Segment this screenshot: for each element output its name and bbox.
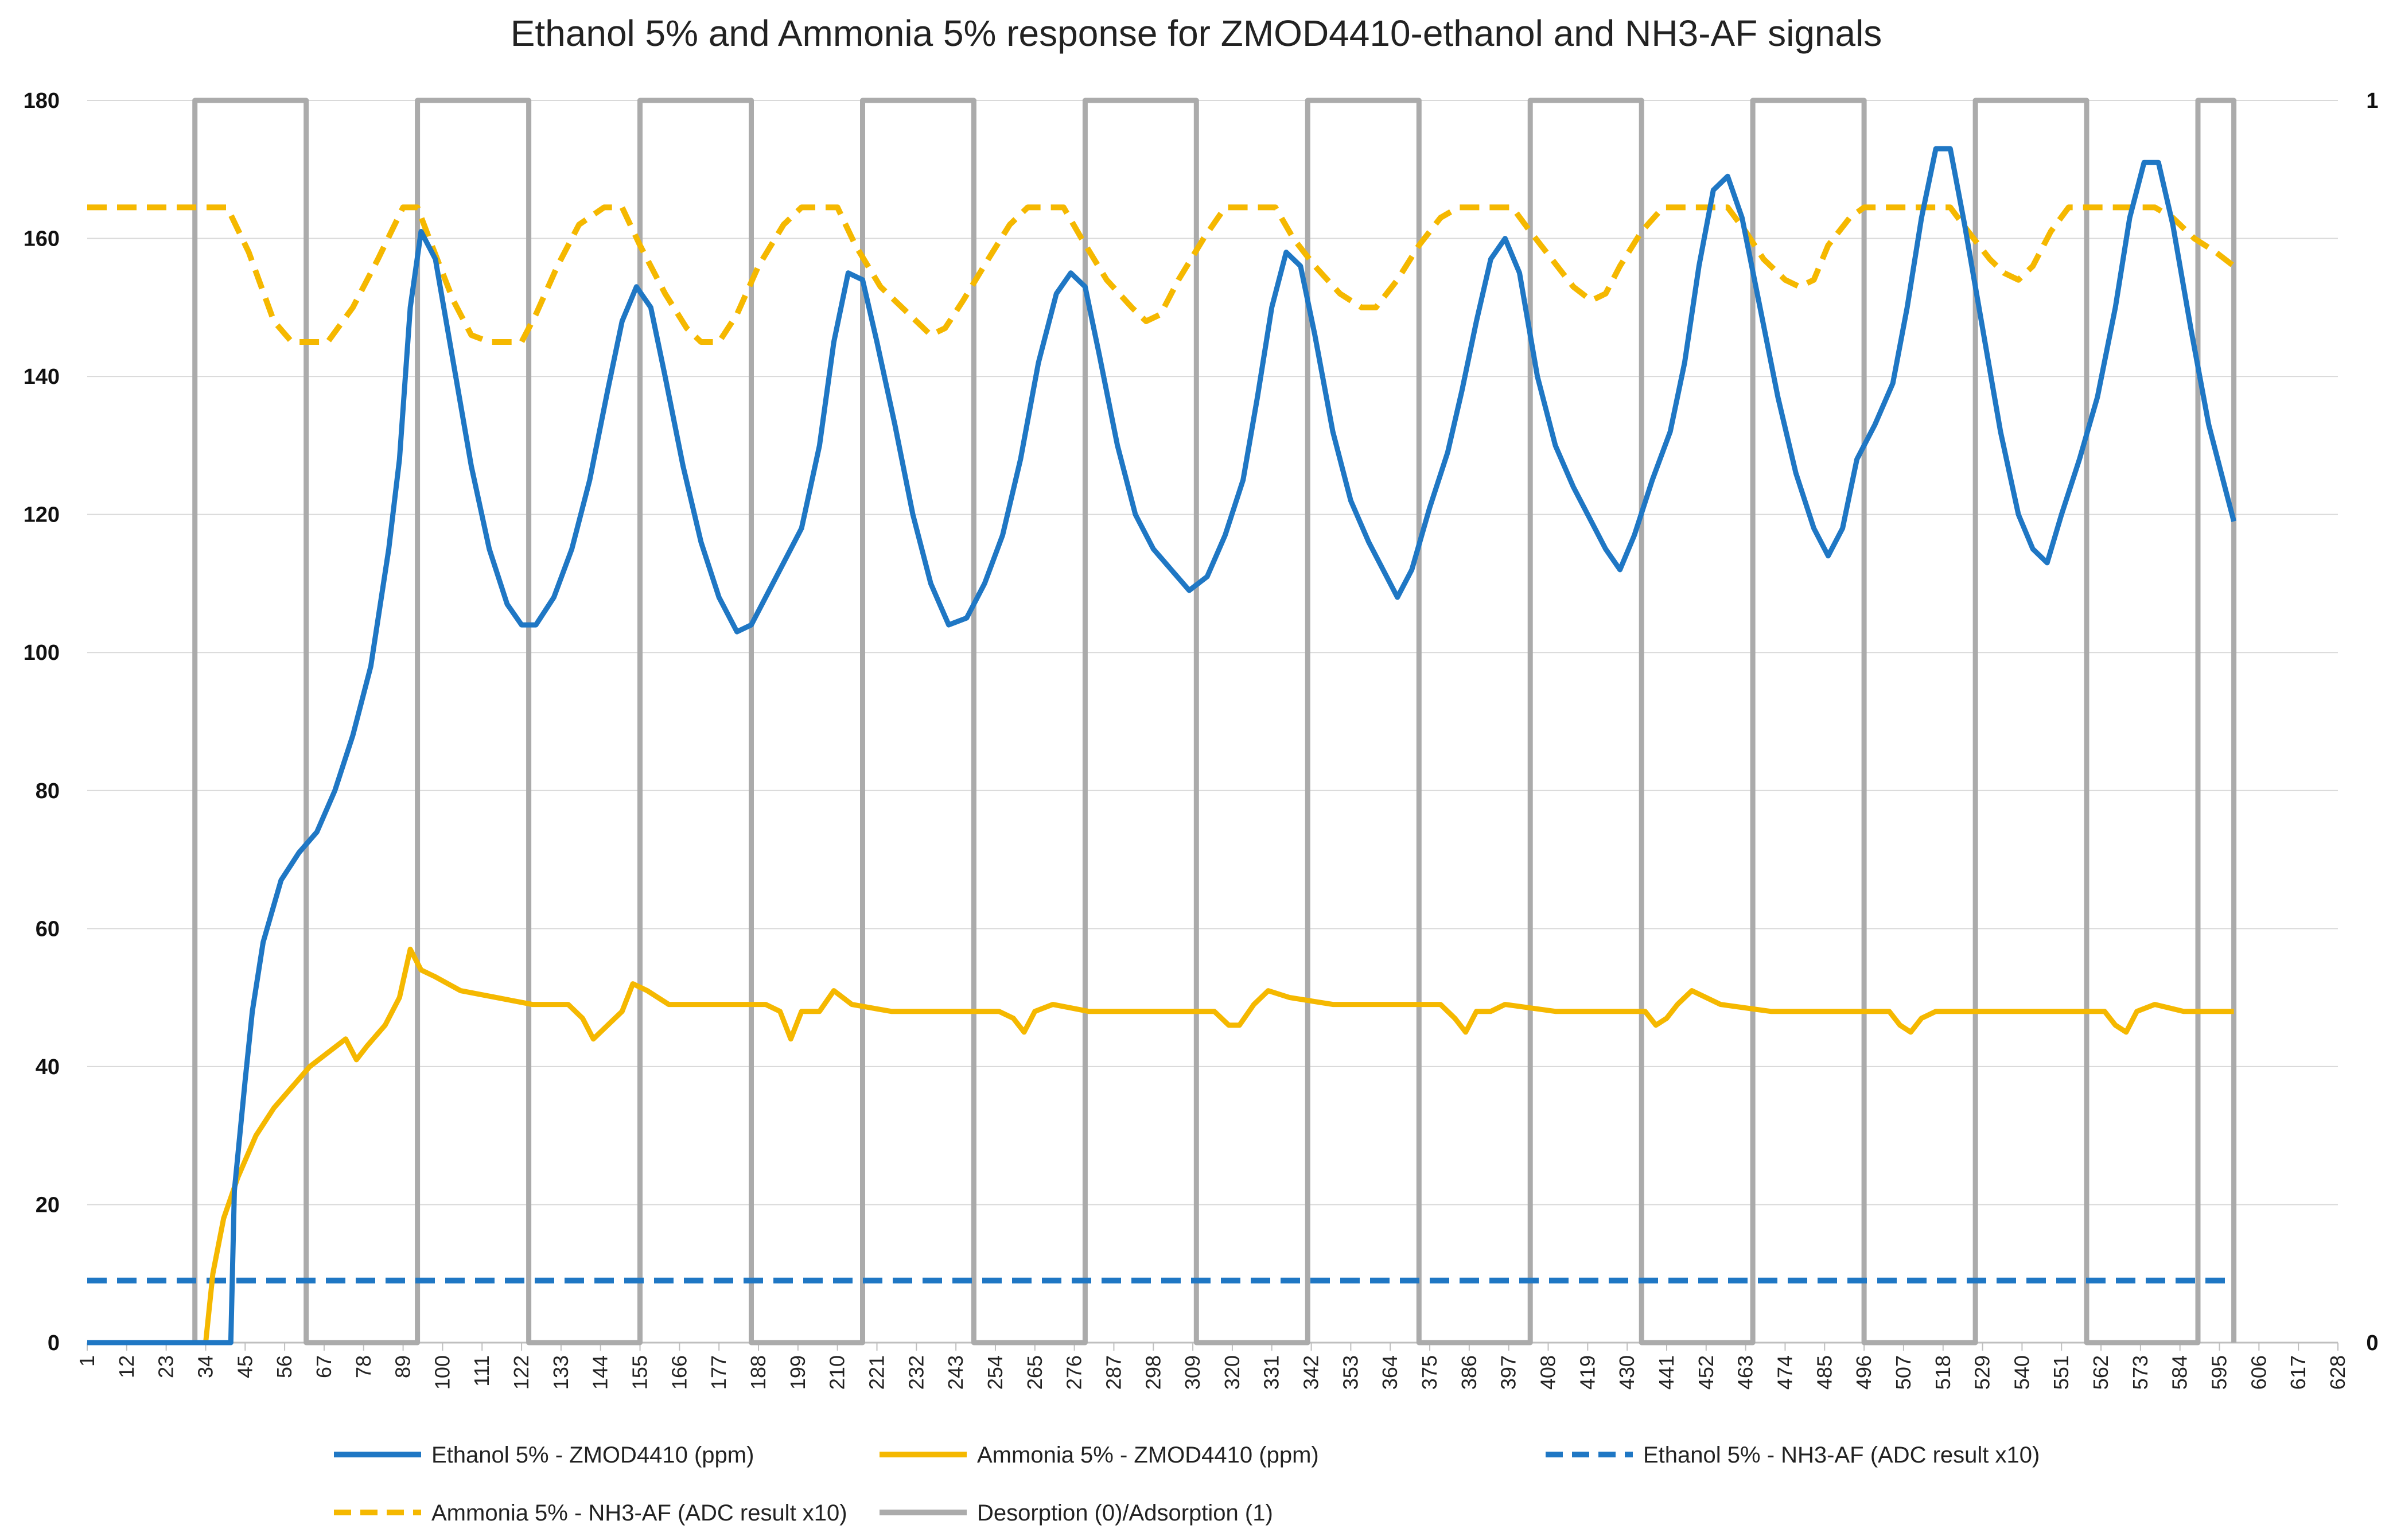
x-tick-label: 221 [865,1355,888,1390]
x-tick-label: 474 [1773,1355,1796,1390]
x-tick-label: 452 [1694,1355,1718,1390]
x-tick-label: 551 [2049,1355,2073,1390]
x-tick-label: 562 [2089,1355,2112,1390]
y2-tick-label: 1 [2366,89,2378,113]
x-tick-label: 441 [1655,1355,1678,1390]
y-tick-label: 140 [24,365,60,389]
chart-title: Ethanol 5% and Ammonia 5% response for Z… [511,13,1882,54]
y-axis-right: 01 [2366,89,2378,1355]
x-tick-label: 265 [1023,1355,1046,1390]
x-tick-label: 232 [904,1355,928,1390]
x-tick-label: 133 [549,1355,573,1390]
x-tick-label: 430 [1615,1355,1639,1390]
x-tick-label: 375 [1418,1355,1441,1390]
x-tick-label: 177 [707,1355,730,1390]
x-tick-label: 573 [2129,1355,2152,1390]
x-tick-label: 12 [115,1355,138,1378]
x-tick-label: 595 [2208,1355,2231,1390]
legend-ethanol-nh3af-label: Ethanol 5% - NH3-AF (ADC result x10) [1643,1442,2040,1468]
legend-ammonia-zmod-label: Ammonia 5% - ZMOD4410 (ppm) [977,1442,1319,1468]
x-tick-label: 210 [826,1355,849,1390]
x-tick-label: 199 [786,1355,810,1390]
legend: Ethanol 5% - ZMOD4410 (ppm) Ammonia 5% - … [334,1442,2040,1526]
legend-ethanol-zmod-label: Ethanol 5% - ZMOD4410 (ppm) [431,1442,754,1468]
x-tick-label: 408 [1536,1355,1560,1390]
x-tick-label: 529 [1971,1355,1994,1390]
series-group [87,98,2237,1345]
x-tick-label: 342 [1299,1355,1323,1390]
x-tick-label: 628 [2326,1355,2349,1390]
x-tick-label: 276 [1063,1355,1086,1390]
x-tick-label: 298 [1141,1355,1165,1390]
x-tick-label: 606 [2247,1355,2270,1390]
y-tick-label: 180 [24,89,60,113]
gridlines [87,100,2338,1343]
x-tick-label: 287 [1102,1355,1125,1390]
x-tick-label: 89 [391,1355,415,1378]
y-tick-label: 120 [24,503,60,527]
x-tick-label: 45 [233,1355,256,1378]
x-tick-label: 617 [2286,1355,2310,1390]
legend-desorption-adsorption-label: Desorption (0)/Adsorption (1) [977,1500,1273,1526]
x-tick-label: 243 [944,1355,967,1390]
x-tick-label: 23 [154,1355,178,1378]
x-tick-label: 485 [1812,1355,1836,1390]
x-tick-label: 56 [273,1355,296,1378]
x-tick-label: 518 [1931,1355,1955,1390]
x-tick-label: 386 [1457,1355,1481,1390]
x-tick-label: 309 [1181,1355,1204,1390]
x-tick-label: 188 [746,1355,770,1390]
x-tick-label: 584 [2168,1355,2192,1390]
y-tick-label: 60 [36,917,60,941]
y-tick-label: 80 [36,779,60,803]
x-tick-label: 100 [430,1355,454,1390]
x-tick-label: 397 [1497,1355,1520,1390]
x-tick-label: 34 [193,1355,217,1378]
series-desorption-adsorption [87,98,2237,1345]
x-tick-label: 254 [983,1355,1007,1390]
x-tick-label: 144 [589,1355,612,1390]
x-tick-label: 419 [1575,1355,1599,1390]
y-tick-label: 0 [48,1331,60,1355]
y-axis-left: 0 20 40 60 80 100 120 140 160 180 [24,89,60,1355]
x-tick-label: 111 [470,1355,493,1387]
y-tick-label: 40 [36,1055,60,1079]
x-tick-label: 364 [1378,1355,1402,1390]
x-tick-label: 507 [1892,1355,1915,1390]
x-tick-label: 353 [1338,1355,1362,1390]
x-tick-label: 463 [1734,1355,1757,1390]
x-axis: 1 12 23 34 45 56 67 78 89 100 111 122 133 144 155 166 17… [75,1341,2349,1390]
x-tick-label: 540 [2010,1355,2033,1390]
x-tick-label: 155 [628,1355,652,1390]
series-ethanol-zmod [87,146,2236,1345]
x-tick-label: 122 [509,1355,533,1390]
series-ammonia-zmod [87,946,2234,1345]
y2-tick-label: 0 [2366,1331,2378,1355]
legend-ammonia-nh3af-label: Ammonia 5% - NH3-AF (ADC result x10) [431,1500,847,1526]
y-tick-label: 160 [24,227,60,251]
x-tick-label: 1 [75,1355,99,1367]
x-tick-label: 67 [312,1355,336,1378]
x-tick-label: 166 [667,1355,691,1390]
x-tick-label: 320 [1220,1355,1244,1390]
x-tick-label: 496 [1852,1355,1876,1390]
x-tick-label: 78 [352,1355,375,1378]
x-tick-label: 331 [1260,1355,1283,1390]
y-tick-label: 100 [24,641,60,665]
y-tick-label: 20 [36,1193,60,1217]
